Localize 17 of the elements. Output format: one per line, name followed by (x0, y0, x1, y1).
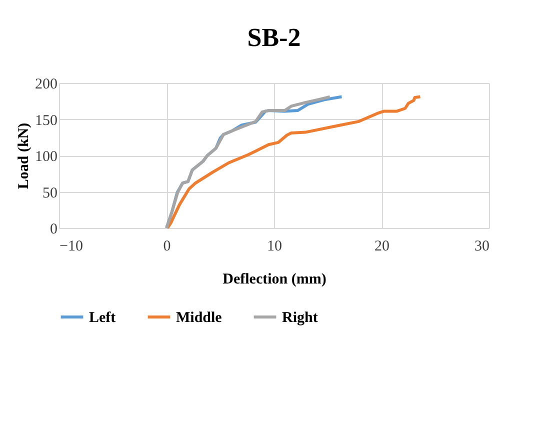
x-tick-label: 10 (267, 238, 282, 254)
chart-title: SB-2 (247, 23, 301, 52)
legend-label: Left (89, 310, 116, 326)
y-tick-label: 200 (35, 76, 58, 92)
x-tick-label: −10 (60, 238, 83, 254)
y-axis-title: Load (kN) (16, 122, 32, 190)
x-tick-label: 0 (163, 238, 171, 254)
y-tick-label: 150 (35, 112, 58, 129)
x-tick-label: 20 (374, 238, 390, 254)
x-axis-title: Deflection (mm) (222, 272, 326, 288)
x-tick-label: 30 (474, 238, 490, 254)
y-tick-label: 50 (42, 185, 58, 202)
y-tick-label: 0 (50, 222, 58, 238)
line-series (166, 95, 422, 230)
legend-label: Middle (176, 310, 222, 326)
legend-label: Right (282, 310, 318, 326)
y-tick-label: 100 (35, 149, 58, 165)
